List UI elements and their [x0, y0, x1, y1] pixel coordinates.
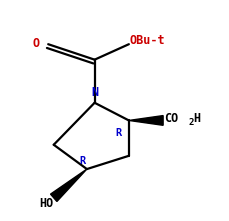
Text: R: R [79, 156, 86, 166]
Text: OBu-t: OBu-t [130, 34, 166, 47]
Text: CO: CO [164, 112, 178, 125]
Polygon shape [129, 116, 163, 125]
Polygon shape [51, 169, 87, 202]
Text: 2: 2 [188, 118, 194, 127]
Text: R: R [116, 128, 122, 138]
Text: O: O [33, 37, 40, 50]
Text: HO: HO [39, 197, 53, 210]
Text: N: N [91, 86, 98, 99]
Text: H: H [193, 112, 200, 125]
